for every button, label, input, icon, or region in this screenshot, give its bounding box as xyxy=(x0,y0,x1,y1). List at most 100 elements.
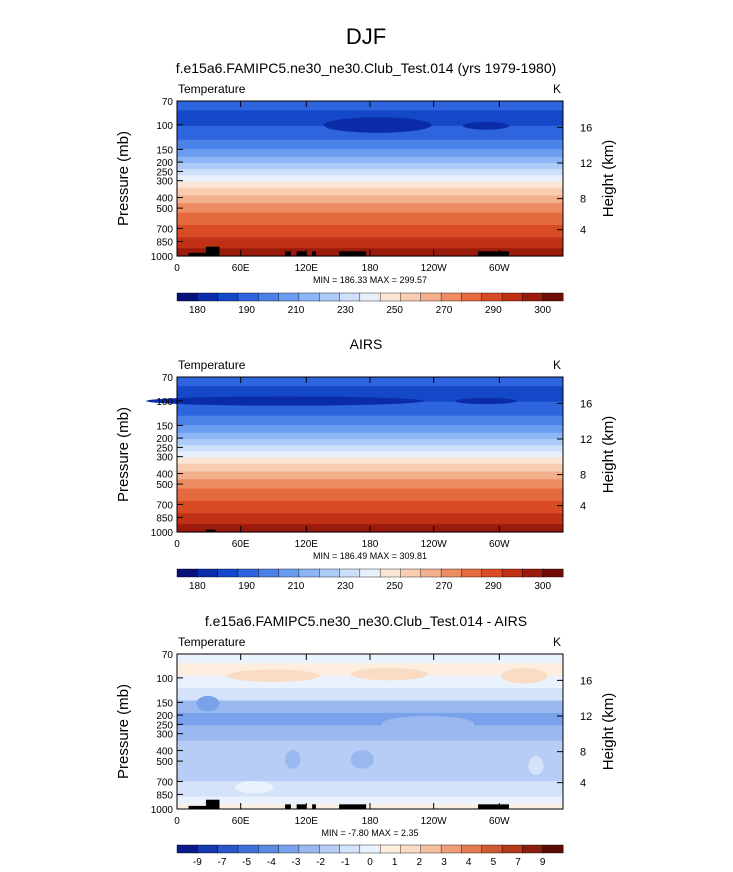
height-tick-label: 4 xyxy=(580,501,586,513)
colorbar-label: 290 xyxy=(485,581,502,592)
y-axis-label: Pressure (mb) xyxy=(115,407,132,502)
lon-tick-label: 60E xyxy=(232,539,250,550)
colorbar-swatch xyxy=(481,844,503,854)
panel-1: f.e15a6.FAMIPC5.ne30_ne30.Club_Test.014 … xyxy=(115,60,617,316)
difference-anomaly xyxy=(227,669,320,682)
contour-band xyxy=(177,439,563,446)
colorbar-label: 210 xyxy=(288,305,305,316)
topography-mask xyxy=(312,804,316,809)
pressure-tick-label: 300 xyxy=(156,177,173,188)
contour-band xyxy=(177,415,563,426)
difference-anomaly xyxy=(350,750,374,769)
lon-tick-label: 120W xyxy=(421,263,448,274)
colorbar-swatch xyxy=(420,568,442,578)
difference-anomaly xyxy=(196,695,220,712)
colorbar-swatch xyxy=(440,844,462,854)
colorbar-swatch xyxy=(420,292,442,302)
lon-tick-label: 60W xyxy=(489,539,510,550)
pressure-tick-label: 70 xyxy=(162,650,174,661)
difference-anomaly xyxy=(528,756,544,775)
colorbar-label: -4 xyxy=(267,857,276,868)
colorbar-label: 9 xyxy=(540,857,546,868)
contour-band xyxy=(177,479,563,490)
colorbar-swatch xyxy=(319,844,341,854)
contour-band xyxy=(177,725,563,742)
pressure-tick-label: 1000 xyxy=(151,805,174,816)
colorbar-swatch xyxy=(481,292,503,302)
lon-tick-label: 60W xyxy=(489,263,510,274)
colorbar-swatch xyxy=(400,844,422,854)
colorbar-swatch xyxy=(461,844,483,854)
pressure-tick-label: 700 xyxy=(156,500,173,511)
colorbar-swatch xyxy=(319,568,341,578)
panel-title: AIRS xyxy=(350,336,383,352)
height-tick-label: 4 xyxy=(580,225,586,237)
contour-band xyxy=(177,740,563,764)
contour-band xyxy=(177,688,563,702)
colorbar-label: 300 xyxy=(534,581,551,592)
colorbar-swatch xyxy=(359,292,381,302)
contour-band xyxy=(177,156,563,164)
colorbar-swatch xyxy=(197,844,219,854)
panel-3: f.e15a6.FAMIPC5.ne30_ne30.Club_Test.014 … xyxy=(115,613,617,868)
difference-anomaly xyxy=(350,667,428,681)
contour-band xyxy=(177,149,563,158)
pressure-tick-label: 700 xyxy=(156,777,173,788)
contour-band xyxy=(177,488,563,502)
colorbar-swatch xyxy=(258,568,280,578)
height-tick-label: 16 xyxy=(580,398,592,410)
colorbar-swatch xyxy=(461,292,483,302)
colorbar-swatch xyxy=(461,568,483,578)
pressure-tick-label: 850 xyxy=(156,513,173,524)
panel-units-label: K xyxy=(553,635,561,649)
lon-tick-label: 60E xyxy=(232,263,250,274)
height-tick-label: 8 xyxy=(580,470,586,482)
pressure-tick-label: 500 xyxy=(156,480,173,491)
height-tick-label: 12 xyxy=(580,434,592,446)
difference-anomaly xyxy=(381,716,475,732)
lon-tick-label: 120E xyxy=(295,263,319,274)
topography-mask xyxy=(339,251,367,256)
lon-tick-label: 120W xyxy=(421,816,448,827)
contour-band xyxy=(177,169,563,176)
y-axis-label-right: Height (km) xyxy=(600,140,617,218)
topography-mask xyxy=(478,804,509,809)
lon-tick-label: 60E xyxy=(232,816,250,827)
colorbar-label: 270 xyxy=(436,581,453,592)
height-tick-label: 8 xyxy=(580,747,586,759)
difference-anomaly xyxy=(234,781,274,794)
contour-band xyxy=(177,700,563,714)
contour-band xyxy=(177,471,563,480)
pressure-tick-label: 200 xyxy=(156,434,173,445)
y-axis-label-right: Height (km) xyxy=(600,416,617,494)
panel-title: f.e15a6.FAMIPC5.ne30_ne30.Club_Test.014 … xyxy=(176,60,557,76)
contour-band xyxy=(177,762,563,782)
colorbar-label: -1 xyxy=(341,857,350,868)
pressure-tick-label: 400 xyxy=(156,470,173,481)
contour-band xyxy=(177,125,563,141)
topography-mask xyxy=(312,251,316,256)
colorbar-label: 4 xyxy=(466,857,472,868)
contour-band xyxy=(177,712,563,726)
height-tick-label: 16 xyxy=(580,122,592,134)
cold-anomaly xyxy=(323,117,432,133)
contour-band xyxy=(177,139,563,150)
colorbar-swatch xyxy=(339,844,361,854)
colorbar-label: 210 xyxy=(288,581,305,592)
colorbar-swatch xyxy=(217,568,239,578)
y-axis-label: Pressure (mb) xyxy=(115,131,132,226)
colorbar-label: 190 xyxy=(238,581,255,592)
colorbar-swatch xyxy=(278,292,300,302)
colorbar-swatch xyxy=(197,568,219,578)
colorbar-label: 190 xyxy=(238,305,255,316)
pressure-tick-label: 70 xyxy=(162,373,174,384)
topography-mask xyxy=(285,251,291,256)
lon-tick-label: 0 xyxy=(174,263,180,274)
colorbar-label: 2 xyxy=(417,857,423,868)
topography-mask xyxy=(478,251,509,256)
panel-title: f.e15a6.FAMIPC5.ne30_ne30.Club_Test.014 … xyxy=(205,613,527,629)
colorbar-swatch xyxy=(176,292,198,302)
panel-units-label: K xyxy=(553,82,561,96)
contour-band xyxy=(177,457,563,465)
